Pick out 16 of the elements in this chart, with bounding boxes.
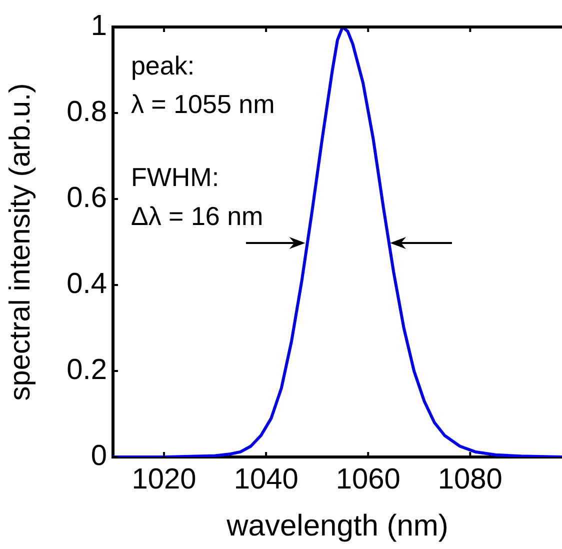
x-tick-label: 1040 [234,463,298,496]
x-axis-title: wavelength (nm) [226,509,448,542]
annotation: peak: [130,50,195,80]
y-tick-label: 0 [90,440,107,472]
x-tick-label: 1080 [438,463,502,496]
y-tick-label: 0.6 [66,182,107,214]
annotation: Δλ = 16 nm [130,200,264,231]
y-tick-label: 0.8 [66,96,107,128]
y-axis-title: spectral intensity (arb.u.) [4,83,36,401]
y-tick-label: 0.4 [66,268,107,300]
y-tick-label: 0.2 [66,354,107,386]
y-tick-label: 1 [90,10,107,42]
annotation: FWHM: [130,162,220,192]
x-tick-label: 1060 [336,463,400,496]
annotation: λ = 1055 nm [130,89,275,119]
x-tick-label: 1020 [132,463,196,496]
